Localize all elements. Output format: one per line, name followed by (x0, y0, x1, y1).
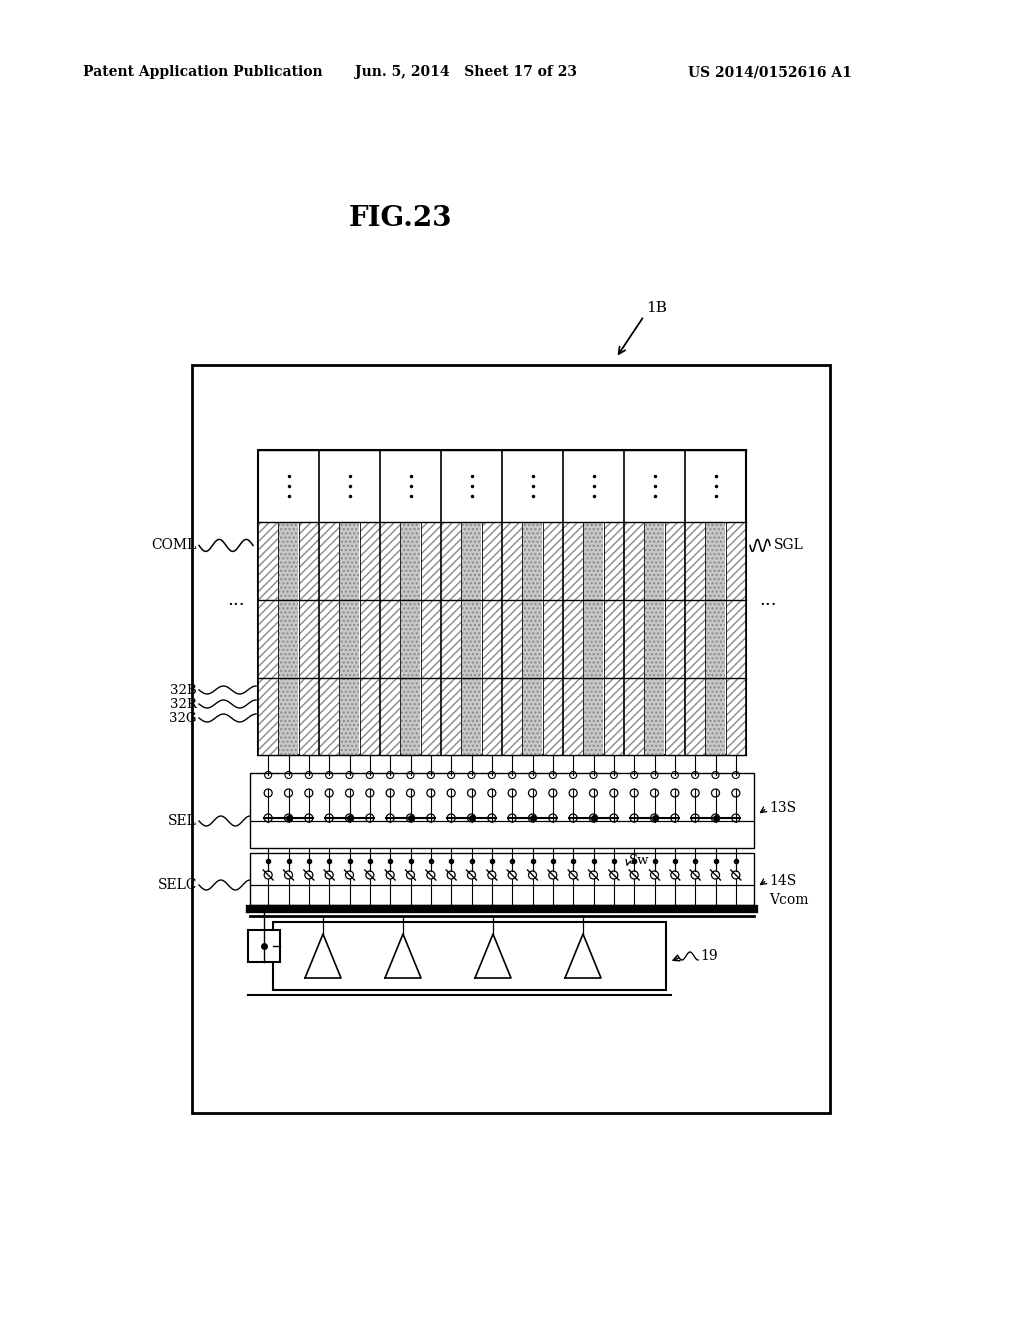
Text: Jun. 5, 2014   Sheet 17 of 23: Jun. 5, 2014 Sheet 17 of 23 (355, 65, 577, 79)
Bar (522, 601, 543, 678)
Bar (625, 678, 644, 755)
Text: FIG.23: FIG.23 (348, 205, 452, 231)
Text: ...: ... (227, 591, 245, 609)
Bar (258, 678, 279, 755)
Bar (563, 678, 583, 755)
Bar (625, 523, 644, 601)
Bar (645, 601, 665, 678)
Bar (273, 921, 666, 990)
Text: 32B: 32B (170, 684, 197, 697)
Bar (726, 523, 745, 601)
Bar (543, 678, 563, 755)
Text: ...: ... (759, 591, 777, 609)
Bar (279, 601, 298, 678)
Bar (726, 678, 745, 755)
Bar (706, 523, 725, 601)
Bar (400, 601, 421, 678)
Text: COML: COML (152, 539, 197, 552)
Bar (258, 523, 279, 601)
Bar (706, 678, 725, 755)
Bar (421, 523, 440, 601)
Text: 32G: 32G (170, 711, 197, 725)
Bar (441, 523, 461, 601)
Bar (503, 523, 522, 601)
Bar (584, 523, 603, 601)
Bar (462, 523, 481, 601)
Text: SEL: SEL (168, 814, 197, 828)
Text: 32R: 32R (170, 697, 197, 710)
Bar (706, 601, 725, 678)
Bar (250, 774, 754, 847)
Bar (299, 678, 318, 755)
Bar (421, 678, 440, 755)
Bar (584, 678, 603, 755)
Bar (726, 601, 745, 678)
Bar (193, 366, 830, 1113)
Bar (360, 678, 380, 755)
Bar (665, 601, 685, 678)
Bar (584, 601, 603, 678)
Text: Sw: Sw (629, 854, 649, 867)
Bar (665, 523, 685, 601)
Bar (563, 523, 583, 601)
Bar (258, 450, 746, 755)
Text: Patent Application Publication: Patent Application Publication (83, 65, 323, 79)
Bar (543, 601, 563, 678)
Bar (380, 678, 400, 755)
Bar (299, 523, 318, 601)
Text: 19: 19 (700, 949, 718, 964)
Bar (319, 678, 339, 755)
Bar (482, 678, 502, 755)
Bar (441, 601, 461, 678)
Bar (462, 678, 481, 755)
Bar (400, 523, 421, 601)
Bar (685, 601, 706, 678)
Bar (462, 601, 481, 678)
Bar (441, 678, 461, 755)
Bar (380, 601, 400, 678)
Bar (250, 853, 754, 906)
Bar (319, 523, 339, 601)
Bar (279, 678, 298, 755)
Text: US 2014/0152616 A1: US 2014/0152616 A1 (688, 65, 852, 79)
Bar (421, 601, 440, 678)
Bar (279, 523, 298, 601)
Bar (563, 601, 583, 678)
Bar (665, 678, 685, 755)
Bar (482, 523, 502, 601)
Bar (604, 601, 624, 678)
Bar (340, 678, 359, 755)
Bar (360, 523, 380, 601)
Bar (258, 601, 279, 678)
Bar (604, 678, 624, 755)
Bar (625, 601, 644, 678)
Bar (400, 678, 421, 755)
Bar (645, 678, 665, 755)
Text: 13S: 13S (769, 801, 796, 814)
Bar (299, 601, 318, 678)
Text: 1B: 1B (646, 301, 667, 315)
Bar (248, 931, 280, 962)
Bar (685, 678, 706, 755)
Bar (319, 601, 339, 678)
Bar (604, 523, 624, 601)
Bar (503, 678, 522, 755)
Bar (340, 523, 359, 601)
Bar (543, 523, 563, 601)
Text: Vcom: Vcom (769, 894, 809, 907)
Bar (522, 523, 543, 601)
Bar (685, 523, 706, 601)
Text: 14S: 14S (769, 874, 797, 888)
Bar (340, 601, 359, 678)
Bar (482, 601, 502, 678)
Bar (380, 523, 400, 601)
Text: SELC: SELC (158, 878, 197, 892)
Bar (503, 601, 522, 678)
Bar (645, 523, 665, 601)
Bar (522, 678, 543, 755)
Bar (360, 601, 380, 678)
Text: SGL: SGL (774, 539, 804, 552)
